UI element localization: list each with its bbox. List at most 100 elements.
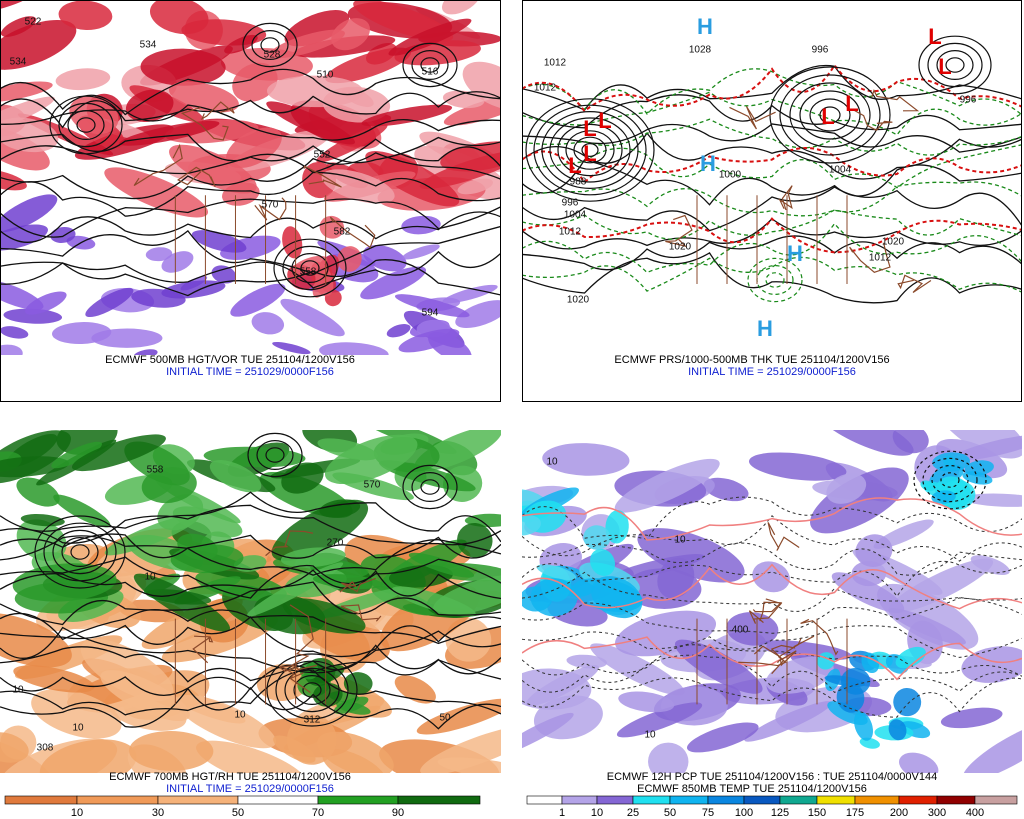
- map-border: [851, 108, 893, 131]
- colorbar-label: 400: [966, 807, 984, 819]
- shade-blob: [962, 719, 1022, 773]
- colorbar-label: 10: [71, 807, 83, 819]
- shade-blob: [457, 178, 494, 195]
- shade-blob: [251, 312, 285, 335]
- shade-blob: [637, 528, 745, 583]
- contour-ring: [282, 245, 338, 291]
- shade-blob: [522, 515, 541, 536]
- contour-ring: [779, 74, 881, 156]
- contour-label: 510: [317, 70, 334, 81]
- shade-blob: [196, 740, 307, 773]
- shade-blob: [462, 61, 501, 110]
- contour-line: [0, 138, 501, 175]
- contour-ring: [70, 544, 90, 560]
- contour-ring: [918, 35, 992, 95]
- shade-blob: [824, 675, 866, 687]
- pressure-symbol: L: [821, 104, 834, 129]
- contour-ring: [61, 536, 99, 567]
- contour-line: [522, 597, 1022, 634]
- contour-ring: [747, 257, 803, 303]
- contour-label: 534: [10, 57, 27, 68]
- shade-blob: [952, 434, 1022, 461]
- contour-line: [0, 669, 501, 716]
- contour-ring: [557, 123, 623, 177]
- contour-label: 10: [12, 685, 24, 696]
- shade-blob: [129, 731, 214, 771]
- caption: ECMWF 12H PCP TUE 251104/1200V156 : TUE …: [607, 771, 937, 783]
- contour-label: 570: [364, 480, 381, 491]
- shade-blob: [854, 711, 874, 741]
- colorbar-label: 90: [392, 807, 404, 819]
- shade-blob: [831, 572, 905, 613]
- map-border: [278, 663, 318, 673]
- map-panel: 10 10 400 10: [522, 430, 1022, 773]
- contour-label: 1020: [669, 242, 692, 253]
- shade-blob: [0, 736, 57, 773]
- shade-blob: [211, 265, 237, 284]
- shade-blob: [726, 612, 779, 646]
- contour-label: 1012: [869, 253, 892, 264]
- colorbar-label: 300: [928, 807, 946, 819]
- shade-blob: [104, 167, 209, 218]
- colorbar-segment: [707, 795, 745, 805]
- colorbar-segment: [157, 795, 239, 805]
- shade-blob: [836, 682, 865, 713]
- contour-label: 552: [314, 150, 331, 161]
- shade-blob: [895, 646, 926, 669]
- colorbar-segment: [561, 795, 598, 805]
- shade-blob: [614, 458, 720, 513]
- shade-blob: [0, 326, 29, 339]
- contour-ring: [247, 432, 303, 478]
- shade-blob: [752, 561, 790, 593]
- contour-line: [0, 491, 501, 543]
- shade-blob: [748, 452, 847, 481]
- shade-blob: [324, 434, 418, 485]
- contour-label: 1000: [719, 170, 742, 181]
- shade-blob: [31, 689, 122, 739]
- contour-ring: [809, 98, 851, 132]
- shade-blob: [25, 291, 67, 315]
- shade-blob: [280, 547, 346, 568]
- contour-label: 582: [334, 227, 351, 238]
- shade-blob: [0, 81, 53, 103]
- contour-label: 594: [422, 308, 439, 319]
- map-border: [288, 604, 314, 668]
- shade-blob: [209, 459, 262, 493]
- contour-ring: [67, 109, 105, 140]
- contour-label: 10: [72, 723, 84, 734]
- contour-ring: [927, 42, 983, 88]
- shade-blob: [826, 473, 867, 504]
- contour-ring: [931, 465, 969, 496]
- shade-blob: [0, 16, 37, 37]
- pressure-symbol: L: [568, 153, 581, 178]
- shade-blob: [58, 0, 113, 30]
- pressure-symbol: H: [787, 241, 803, 266]
- contour-ring: [789, 82, 871, 148]
- contour-label: 308: [37, 743, 54, 754]
- shade-blob: [0, 0, 34, 13]
- colorbar-segment: [854, 795, 900, 805]
- caption: ECMWF PRS/1000-500MB THK TUE 251104/1200…: [614, 354, 889, 366]
- contour-ring: [541, 110, 639, 190]
- shade-blob: [394, 294, 470, 318]
- map-border: [254, 197, 287, 221]
- contour-ring: [913, 450, 987, 510]
- contour-ring: [302, 682, 322, 698]
- contour-label: 1020: [567, 295, 590, 306]
- panel-frame: [522, 0, 1022, 402]
- map-border: [729, 106, 776, 130]
- shade-blob: [71, 434, 166, 472]
- shade-blob: [899, 752, 939, 773]
- shade-blob: [119, 120, 220, 146]
- colorbar-segment: [596, 795, 634, 805]
- contour-line: [0, 152, 501, 200]
- contour-ring: [52, 529, 108, 575]
- contour-ring: [256, 440, 294, 471]
- colorbar-label: 1: [559, 807, 565, 819]
- map-border: [133, 143, 183, 187]
- shade-blob: [931, 490, 956, 504]
- shade-blob: [16, 477, 60, 507]
- shade-blob: [52, 322, 112, 345]
